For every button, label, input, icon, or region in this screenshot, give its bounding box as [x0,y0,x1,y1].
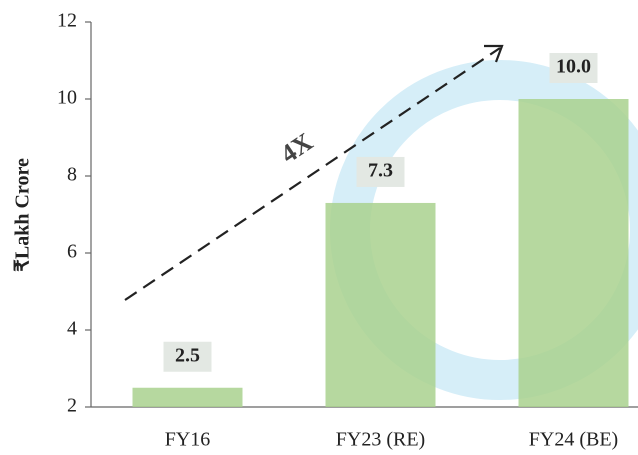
value-label-box [549,53,598,83]
value-label-group: 7.3 [356,156,405,187]
value-label: 7.3 [368,160,393,182]
x-tick-label: FY23 (RE) [336,429,425,451]
y-tick-label: 12 [57,10,77,32]
y-tick-label: 6 [67,241,77,263]
x-tick-label: FY16 [165,429,211,451]
value-label-box [163,341,212,372]
bar [132,387,243,407]
trend-arrow [124,47,501,301]
y-tick-label: 4 [67,318,77,340]
value-label: 10.0 [556,56,591,78]
y-axis-title: ₹Lakh Crore [12,158,34,272]
value-label-group: 2.5 [163,341,212,372]
annotation: 4X [275,127,318,169]
value-label-box [356,156,405,187]
x-tick-label: FY24 (BE) [529,429,618,451]
value-label: 2.5 [175,344,200,366]
y-tick-label: 2 [67,395,77,417]
value-label-group: 10.0 [549,53,598,83]
bar [325,202,436,407]
arrow-head [484,44,504,63]
y-tick-label: 8 [67,164,77,186]
y-tick-label: 10 [57,87,77,109]
bar [518,99,629,407]
